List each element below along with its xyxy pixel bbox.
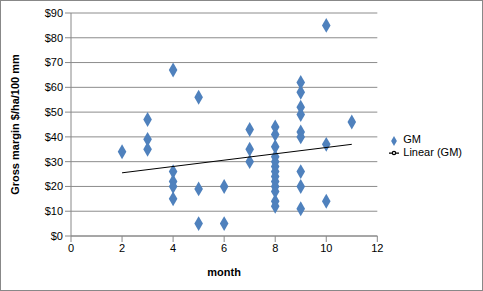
svg-text:month: month <box>207 266 241 278</box>
svg-text:$0: $0 <box>51 230 63 242</box>
svg-text:$90: $90 <box>45 7 63 19</box>
svg-text:$70: $70 <box>45 56 63 68</box>
svg-text:$10: $10 <box>45 205 63 217</box>
svg-text:Gross margin $/ha/100 mm: Gross margin $/ha/100 mm <box>9 54 21 195</box>
svg-text:$30: $30 <box>45 156 63 168</box>
svg-text:10: 10 <box>320 242 332 254</box>
svg-text:8: 8 <box>272 242 278 254</box>
svg-text:6: 6 <box>221 242 227 254</box>
svg-text:$80: $80 <box>45 32 63 44</box>
svg-text:$50: $50 <box>45 106 63 118</box>
svg-text:0: 0 <box>68 242 74 254</box>
html-text:Linear (GM): Linear (GM) <box>403 145 462 158</box>
svg-text:$20: $20 <box>45 180 63 192</box>
svg-text:4: 4 <box>170 242 176 254</box>
html-text:GM: GM <box>403 133 421 146</box>
svg-text:12: 12 <box>371 242 383 254</box>
svg-text:$60: $60 <box>45 81 63 93</box>
svg-text:2: 2 <box>119 242 125 254</box>
svg-text:$40: $40 <box>45 131 63 143</box>
